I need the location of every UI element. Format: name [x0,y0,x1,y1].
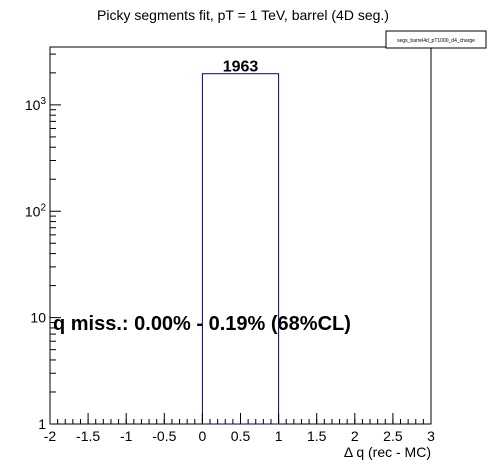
legend-box [385,30,487,49]
x-tick-label: -2 [44,428,57,444]
x-tick-label: -1.5 [76,428,100,444]
y-tick-base: 10 [30,310,46,326]
y-tick-label: 10 [30,310,46,326]
y-tick-exponent: 2 [40,202,46,213]
legend: segs_barrel4d_pT1000_d4_charge [385,30,487,49]
x-tick-label: 0.5 [231,428,251,444]
histogram-bar [201,73,280,425]
annotation-text: q miss.: 0.00% - 0.19% (68%CL) [53,313,351,335]
bars-layer: 1963 [201,59,280,425]
y-tick-label: 1 [38,416,46,432]
x-tick-label: 0 [199,428,207,444]
chart-title: Picky segments fit, pT = 1 TeV, barrel (… [97,7,389,23]
y-tick-base: 1 [38,416,46,432]
x-tick-label: -1 [120,428,133,444]
x-axis: -2 -1.5 -1 -0.5 0 0.5 1 1.5 2 2.5 3 [44,413,435,444]
y-tick-base: 10 [25,97,41,113]
x-tick-label: 3 [427,428,435,444]
x-tick-label: 2.5 [383,428,403,444]
x-axis-label: Δ q (rec - MC) [344,444,431,460]
x-tick-label: 1 [275,428,283,444]
y-tick-base: 10 [25,203,41,219]
y-tick-exponent: 3 [40,96,46,107]
y-tick-label: 102 [25,202,47,219]
bar-value-label: 1963 [223,59,259,76]
x-tick-label: -0.5 [152,428,176,444]
y-tick-label: 103 [25,96,47,113]
x-tick-label: 2 [351,428,359,444]
x-tick-label: 1.5 [307,428,327,444]
legend-label: segs_barrel4d_pT1000_d4_charge [397,38,475,44]
plot-frame [49,46,432,425]
